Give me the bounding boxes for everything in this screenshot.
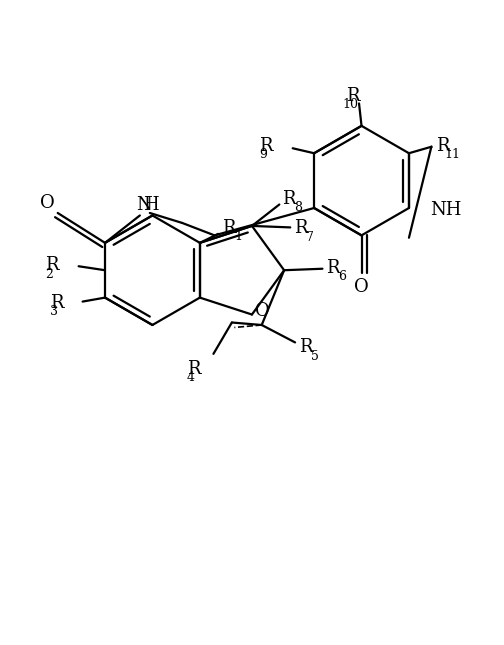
Text: 2: 2 [45, 268, 53, 281]
Text: O: O [354, 277, 369, 295]
Text: 4: 4 [187, 372, 195, 384]
Text: R: R [299, 339, 312, 357]
Text: R: R [294, 219, 308, 237]
Text: R: R [346, 87, 360, 105]
Text: 6: 6 [338, 270, 346, 283]
Text: O: O [40, 194, 55, 212]
Text: R: R [222, 219, 236, 237]
Text: 9: 9 [260, 148, 267, 161]
Text: R: R [50, 293, 64, 312]
Text: 3: 3 [50, 305, 58, 318]
Text: 8: 8 [294, 201, 302, 214]
Text: R: R [282, 190, 295, 208]
Text: 1: 1 [234, 230, 242, 243]
Text: R: R [259, 137, 273, 155]
Text: 7: 7 [306, 231, 314, 244]
Text: R: R [436, 137, 450, 155]
Text: NH: NH [430, 201, 461, 219]
Text: R: R [45, 256, 58, 274]
Text: N: N [136, 195, 152, 213]
Text: 10: 10 [343, 99, 358, 112]
Text: 5: 5 [311, 350, 319, 363]
Text: H: H [144, 195, 159, 213]
Text: R: R [327, 259, 340, 277]
Text: R: R [187, 360, 200, 378]
Text: 11: 11 [444, 148, 460, 161]
Text: O: O [256, 302, 270, 320]
